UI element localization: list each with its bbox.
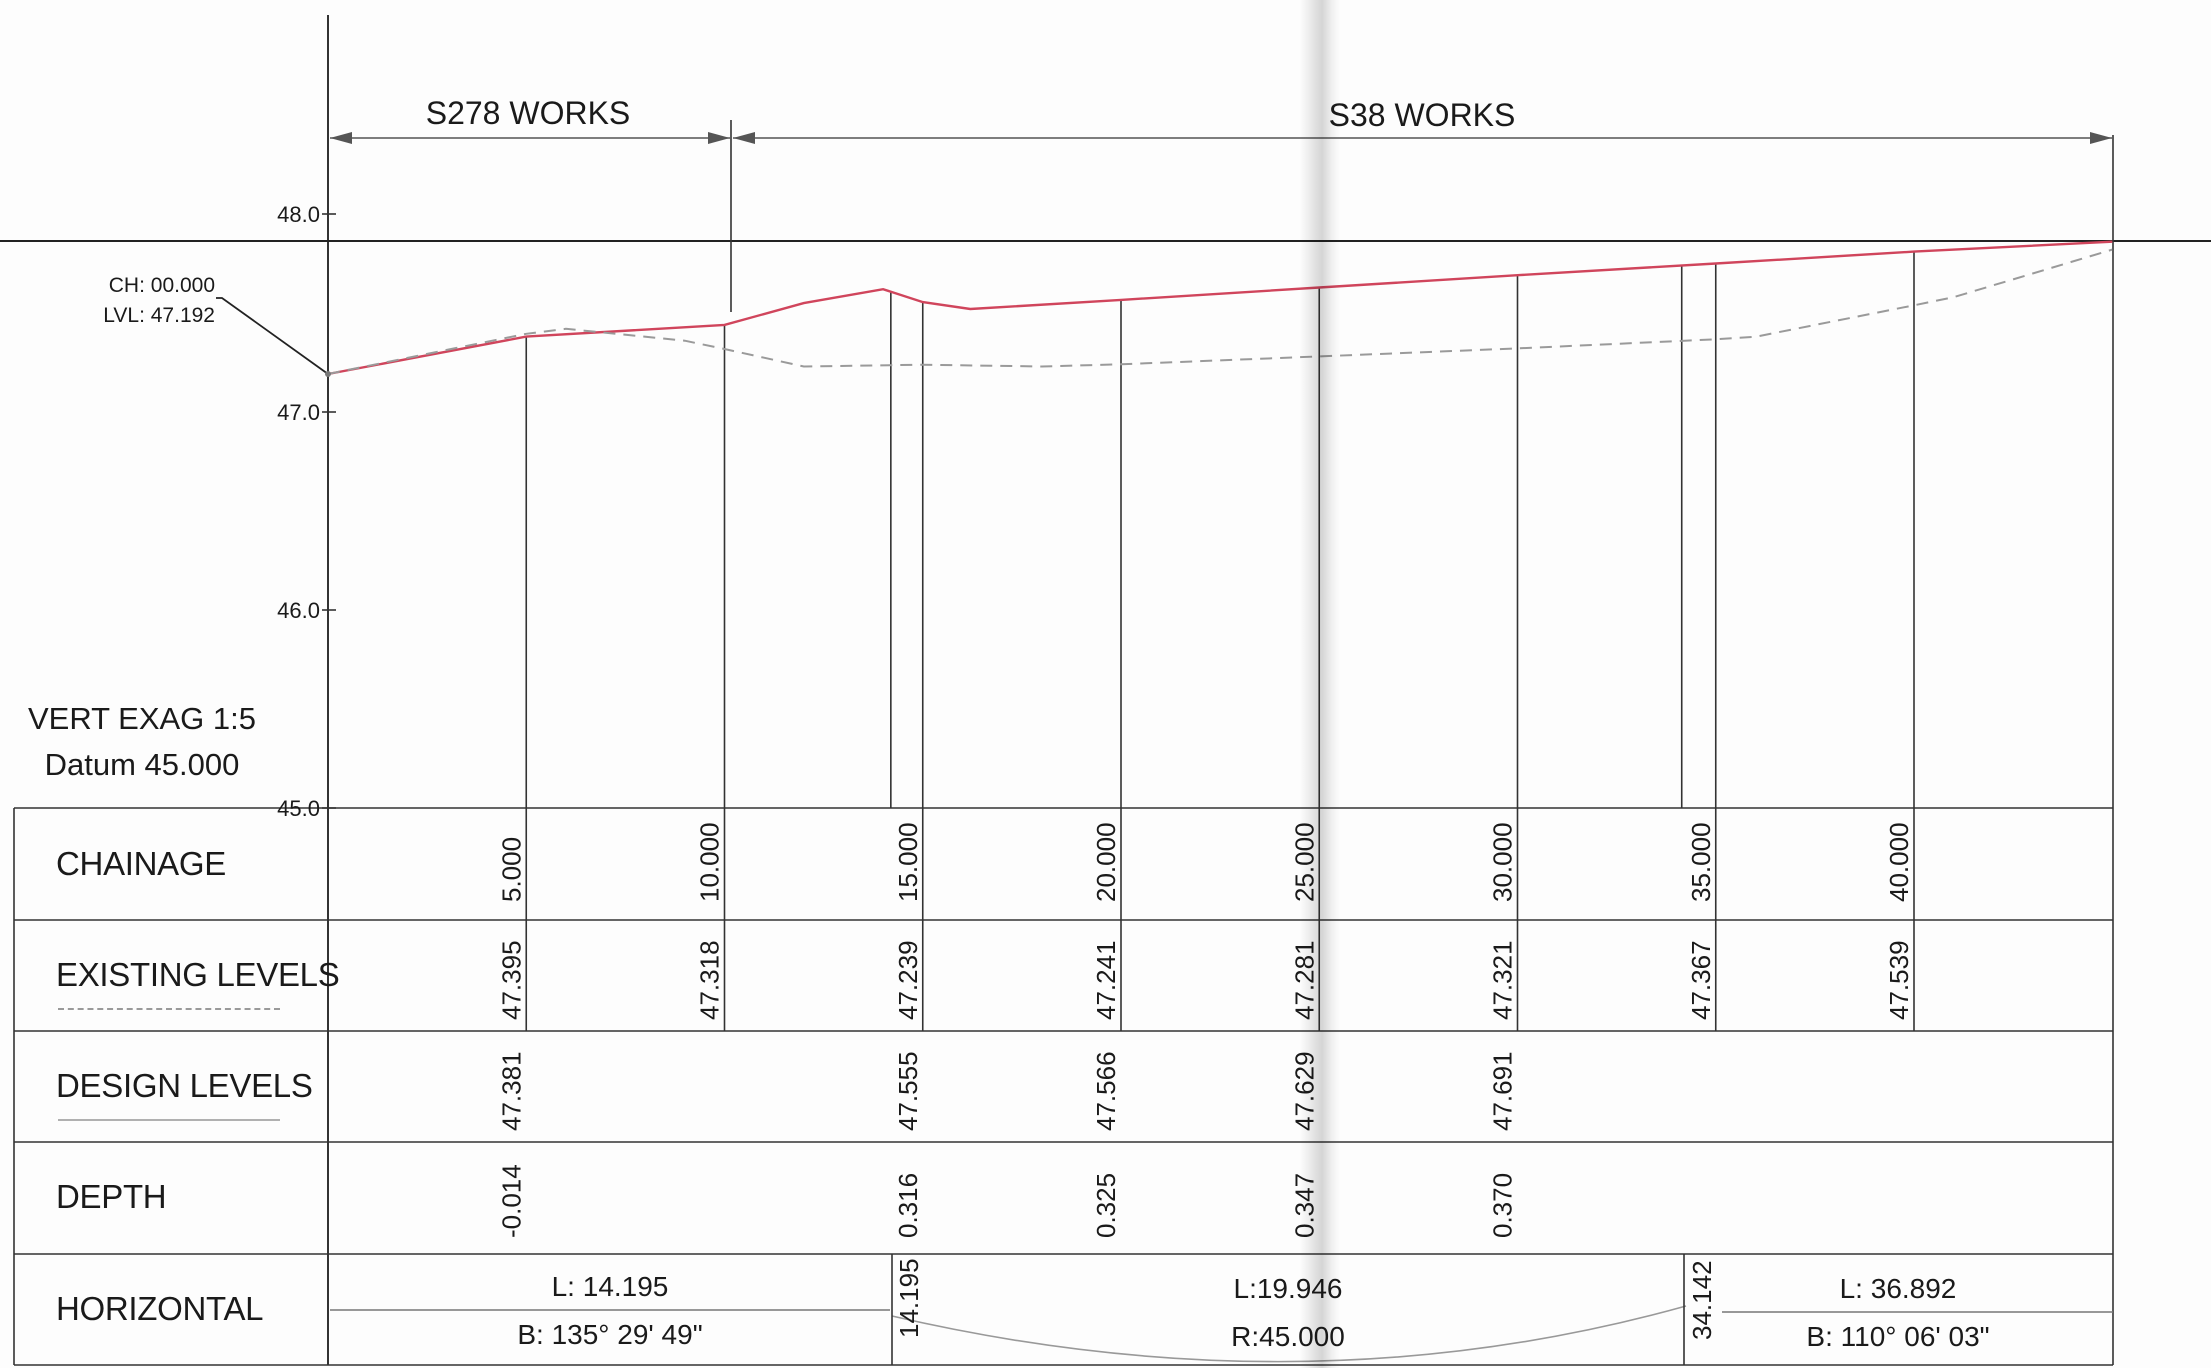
vertical-exaggeration-note: VERT EXAG 1:5	[27, 701, 257, 736]
level-tick-label-2: 46.0	[277, 598, 320, 623]
chainage-value-4: 25.000	[1289, 822, 1319, 902]
depth-value-3: 0.325	[1091, 1173, 1121, 1238]
design-value-5: 47.691	[1488, 1051, 1518, 1131]
ip2-chainage: 34.142	[1687, 1260, 1717, 1340]
design-value-4: 47.629	[1289, 1051, 1319, 1131]
s278-works-label: S278 WORKS	[426, 95, 631, 131]
curve-radius: R:45.000	[1231, 1321, 1345, 1352]
row-label-design-levels: DESIGN LEVELS	[56, 1067, 313, 1104]
existing-value-1: 47.318	[695, 940, 725, 1020]
existing-levels-line	[327, 248, 2113, 375]
design-levels-line	[327, 240, 2113, 376]
row-label-depth: DEPTH	[56, 1178, 167, 1215]
depth-value-4: 0.347	[1289, 1173, 1319, 1238]
station-lines	[525, 251, 1915, 1031]
design-levels-legend-line	[58, 1119, 280, 1121]
s278-right-arrowhead	[708, 132, 730, 144]
chainage-value-1: 10.000	[695, 822, 725, 902]
curve-length: L:19.946	[1234, 1273, 1343, 1304]
chainage-value-6: 35.000	[1686, 822, 1716, 902]
depth-value-2: 0.316	[893, 1173, 923, 1238]
existing-value-2: 47.239	[893, 940, 923, 1020]
row-label-existing-levels: EXISTING LEVELS	[56, 956, 340, 993]
station-value-cells: 5.000 47.395 47.381 -0.014 10.000 47.318 15.00…	[496, 822, 1914, 1238]
design-value-3: 47.566	[1091, 1051, 1121, 1131]
depth-value-0: -0.014	[496, 1164, 526, 1238]
existing-value-0: 47.395	[496, 940, 526, 1020]
s38-right-arrowhead	[2090, 132, 2112, 144]
level-tick-label-3: 45.0	[277, 796, 320, 821]
s38-works-label: S38 WORKS	[1329, 97, 1516, 133]
chainage-value-3: 20.000	[1091, 822, 1121, 902]
level-axis-ticks: 48.0 47.0 46.0 45.0	[277, 202, 336, 821]
s278-left-arrowhead	[330, 132, 352, 144]
existing-value-6: 47.367	[1686, 940, 1716, 1020]
chainage-value-0: 5.000	[496, 837, 526, 902]
start-note-leader	[216, 297, 329, 375]
design-value-0: 47.381	[496, 1051, 526, 1131]
level-tick-label-1: 47.0	[277, 400, 320, 425]
existing-value-5: 47.321	[1488, 940, 1518, 1020]
segment2-length: L: 36.892	[1840, 1273, 1957, 1304]
data-table-grid	[13, 807, 2113, 1366]
level-tick-label-0: 48.0	[277, 202, 320, 227]
start-chainage-note: CH: 00.000	[109, 274, 215, 297]
s38-left-arrowhead	[733, 132, 755, 144]
horizontal-curve-arc	[891, 1305, 1687, 1363]
chainage-value-5: 30.000	[1488, 822, 1518, 902]
chainage-value-2: 15.000	[893, 822, 923, 902]
segment1-length: L: 14.195	[552, 1271, 669, 1302]
existing-value-4: 47.281	[1289, 940, 1319, 1020]
start-level-note: LVL: 47.192	[103, 304, 215, 327]
row-label-horizontal: HORIZONTAL	[56, 1290, 264, 1327]
chainage-value-7: 40.000	[1884, 822, 1914, 902]
ip1-chainage: 14.195	[894, 1258, 924, 1338]
row-label-chainage: CHAINAGE	[56, 845, 226, 882]
segment1-bearing: B: 135° 29' 49"	[517, 1319, 702, 1350]
depth-value-5: 0.370	[1488, 1173, 1518, 1238]
existing-value-7: 47.539	[1884, 940, 1914, 1020]
datum-note: Datum 45.000	[44, 747, 240, 782]
design-value-2: 47.555	[893, 1051, 923, 1131]
profile-lines	[325, 240, 2113, 377]
segment2-bearing: B: 110° 06' 03"	[1806, 1321, 1989, 1352]
start-point-marker	[325, 370, 331, 377]
existing-value-3: 47.241	[1091, 940, 1121, 1020]
existing-levels-legend-line	[58, 1008, 280, 1010]
